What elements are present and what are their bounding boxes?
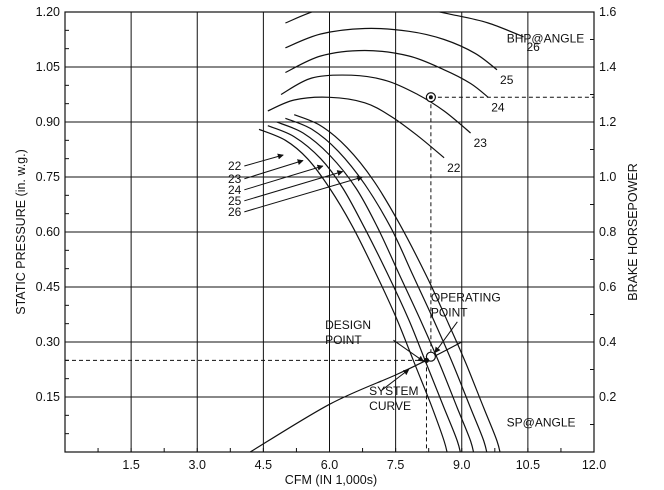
sp-curve-22 (258, 128, 448, 452)
y-right-tick-label: 1.2 (599, 115, 616, 129)
x-axis-label: CFM (IN 1,000s) (285, 473, 377, 487)
x-tick-label: 6.0 (321, 458, 338, 472)
sp-title-label: SP@ANGLE (507, 415, 576, 429)
sp-curve-25 (285, 117, 488, 452)
sp-label-arrow (244, 164, 324, 191)
bhp-curve-label: 23 (474, 136, 488, 150)
system-curve-label-line1: SYSTEM (369, 384, 418, 398)
x-tick-label: 3.0 (189, 458, 206, 472)
x-tick-label: 9.0 (453, 458, 470, 472)
y-left-tick-label: 1.20 (36, 5, 60, 19)
x-tick-label: 12.0 (582, 458, 606, 472)
sp-label-arrow (244, 170, 344, 202)
y-right-tick-label: 0.8 (599, 225, 616, 239)
y-left-tick-label: 0.45 (36, 280, 60, 294)
bhp-curve-25 (285, 27, 498, 71)
bhp-point-center (428, 95, 433, 100)
bhp-curve-23 (280, 74, 471, 134)
y-right-tick-label: 0.6 (599, 280, 616, 294)
sp-curve-label: 25 (228, 194, 242, 208)
bhp-curve-label: 25 (500, 73, 514, 87)
axis-ticks: 1.5 3.0 4.5 6.0 7.5 9.0 10.5 12.0 0.15 0.30 0.45 0.… (36, 5, 617, 472)
system-curve-label-line2: CURVE (369, 399, 411, 413)
y-left-tick-label: 0.30 (36, 335, 60, 349)
bhp-curve-label: 22 (447, 161, 461, 175)
sp-curve-label: 22 (228, 159, 242, 173)
operating-point-label-line2: POINT (431, 305, 468, 319)
y-right-tick-label: 1.0 (599, 170, 616, 184)
sp-curve-label: 26 (228, 205, 242, 219)
bhp-curve-26 (285, 12, 524, 38)
curves (249, 12, 524, 452)
sp-label-arrow (244, 153, 284, 167)
y-left-tick-label: 0.75 (36, 170, 60, 184)
design-point-label-line2: POINT (325, 333, 362, 347)
y-right-tick-label: 1.6 (599, 5, 616, 19)
x-tick-label: 10.5 (516, 458, 540, 472)
bhp-curve-22 (267, 96, 445, 159)
sp-curve-23 (267, 125, 461, 452)
overlays: 2223242526BHP@ANGLESP@ANGLE2223242526OPE… (65, 31, 594, 452)
sp-curve-26 (293, 114, 501, 452)
operating-point-arrow (434, 321, 458, 354)
y-left-tick-label: 0.90 (36, 115, 60, 129)
y-left-tick-label: 0.15 (36, 390, 60, 404)
system-curve-arrow (382, 369, 410, 391)
sp-curve-label: 24 (228, 183, 242, 197)
plot-grid (64, 11, 595, 453)
design-point-arrow (393, 339, 424, 362)
sp-label-arrow (244, 159, 304, 180)
y-right-tick-label: 0.4 (599, 335, 616, 349)
design-point-marker (423, 357, 430, 363)
bhp-curve-24 (285, 49, 489, 98)
x-tick-label: 4.5 (255, 458, 272, 472)
operating-point-label-line1: OPERATING (431, 291, 501, 305)
bhp-curve-label: 24 (491, 100, 505, 114)
bhp-curve-label: 26 (526, 40, 540, 54)
bhp-title-label: BHP@ANGLE (507, 31, 585, 45)
x-tick-label: 1.5 (122, 458, 139, 472)
y-left-tick-label: 0.60 (36, 225, 60, 239)
y-right-tick-label: 0.2 (599, 390, 616, 404)
y-left-tick-label: 1.05 (36, 60, 60, 74)
x-tick-label: 7.5 (387, 458, 404, 472)
sp-label-arrow (244, 175, 364, 213)
y-axis-left-label: STATIC PRESSURE (in. w.g.) (14, 149, 28, 315)
design-point-label-line1: DESIGN (325, 318, 371, 332)
sp-curve-24 (276, 121, 475, 452)
y-axis-right-label: BRAKE HORSEPOWER (626, 163, 640, 301)
sp-curve-label: 23 (228, 172, 242, 186)
y-right-tick-label: 1.4 (599, 60, 616, 74)
